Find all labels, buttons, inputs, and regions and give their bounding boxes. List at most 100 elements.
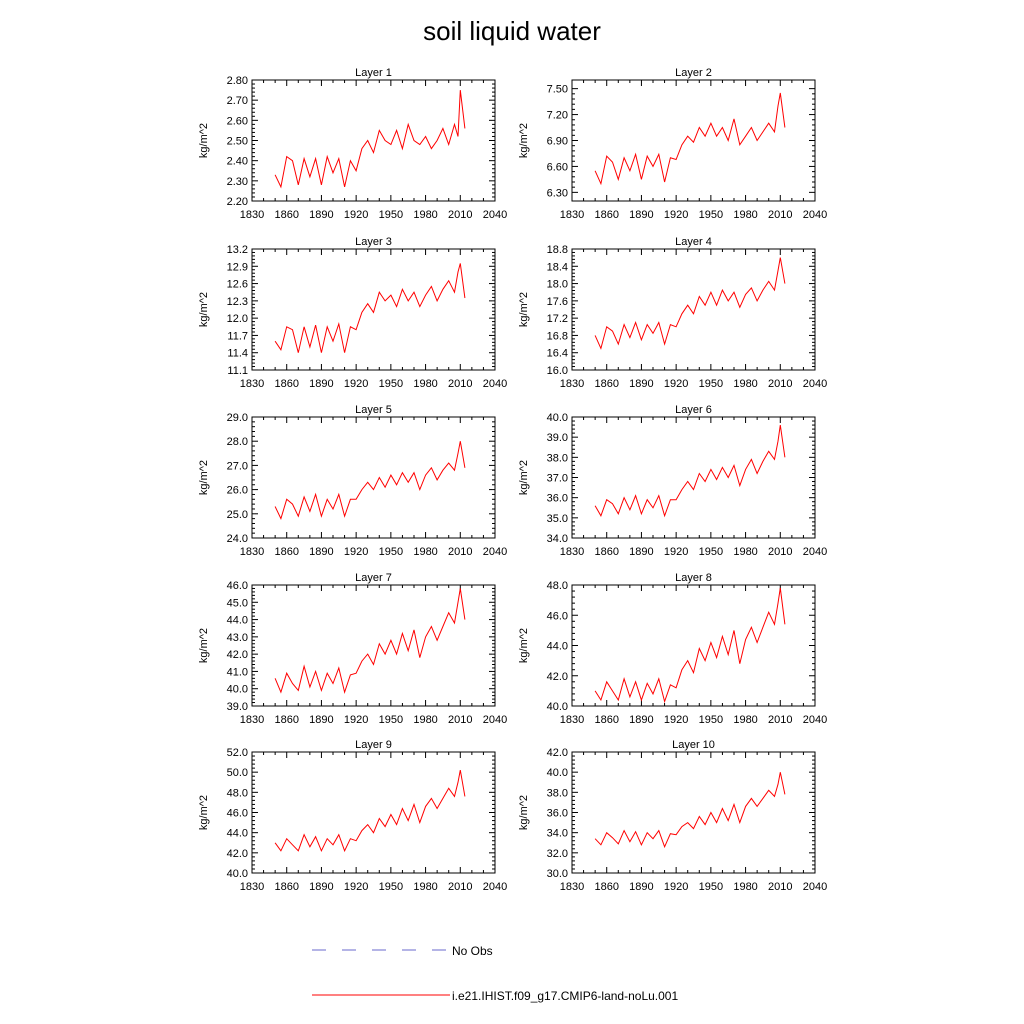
y-tick-label: 39.0 xyxy=(547,432,568,444)
x-tick-label: 1980 xyxy=(733,714,757,726)
x-tick-label: 1950 xyxy=(699,378,723,390)
x-tick-label: 2010 xyxy=(768,546,792,558)
y-tick-label: 48.0 xyxy=(547,580,568,592)
y-tick-label: 42.0 xyxy=(547,747,568,759)
y-tick-label: 25.0 xyxy=(227,509,248,521)
panel-title: Layer 6 xyxy=(675,404,712,416)
y-tick-label: 36.0 xyxy=(547,493,568,505)
y-tick-label: 52.0 xyxy=(227,747,248,759)
x-tick-label: 1980 xyxy=(413,209,437,221)
plot-frame xyxy=(251,79,496,202)
x-tick-label: 1920 xyxy=(664,546,688,558)
y-tick-label: 12.6 xyxy=(227,279,248,291)
x-tick-label: 1830 xyxy=(240,714,264,726)
y-axis-label: kg/m^2 xyxy=(198,795,210,830)
x-tick-label: 2010 xyxy=(448,881,472,893)
series-line xyxy=(274,770,466,853)
x-tick-label: 1890 xyxy=(309,714,333,726)
series-line xyxy=(274,263,466,353)
y-tick-label: 6.60 xyxy=(547,161,568,173)
panel-title: Layer 9 xyxy=(355,739,392,751)
y-tick-label: 27.0 xyxy=(227,460,248,472)
y-tick-label: 2.80 xyxy=(227,75,248,87)
y-tick-label: 12.9 xyxy=(227,261,248,273)
series-line xyxy=(594,587,786,704)
x-tick-label: 1950 xyxy=(699,714,723,726)
y-tick-label: 30.0 xyxy=(547,868,568,880)
y-tick-label: 16.8 xyxy=(547,330,568,342)
y-tick-label: 34.0 xyxy=(547,828,568,840)
y-tick-label: 46.0 xyxy=(227,808,248,820)
y-tick-label: 17.2 xyxy=(547,313,568,325)
x-tick-label: 1980 xyxy=(733,378,757,390)
x-tick-label: 1920 xyxy=(344,209,368,221)
x-tick-label: 1980 xyxy=(733,546,757,558)
y-axis-label: kg/m^2 xyxy=(518,292,530,327)
y-tick-label: 11.4 xyxy=(227,348,248,360)
y-tick-label: 16.0 xyxy=(547,365,568,377)
x-tick-label: 2040 xyxy=(803,881,827,893)
series-line xyxy=(594,425,786,518)
x-tick-label: 1860 xyxy=(274,881,298,893)
panel-title: Layer 2 xyxy=(675,67,712,79)
panel-title: Layer 1 xyxy=(355,67,392,79)
x-tick-label: 1950 xyxy=(379,881,403,893)
y-tick-label: 17.6 xyxy=(547,296,568,308)
x-tick-label: 1890 xyxy=(629,881,653,893)
x-tick-label: 1830 xyxy=(560,546,584,558)
series-line xyxy=(274,588,466,695)
y-tick-label: 7.50 xyxy=(547,84,568,96)
y-tick-label: 38.0 xyxy=(547,452,568,464)
panel-title: Layer 10 xyxy=(672,739,715,751)
plot-frame xyxy=(251,248,496,371)
y-tick-label: 35.0 xyxy=(547,513,568,525)
y-axis-label: kg/m^2 xyxy=(518,628,530,663)
y-tick-label: 50.0 xyxy=(227,767,248,779)
y-axis-label: kg/m^2 xyxy=(198,460,210,495)
y-tick-label: 40.0 xyxy=(547,701,568,713)
x-tick-label: 2010 xyxy=(448,714,472,726)
y-tick-label: 42.0 xyxy=(227,848,248,860)
x-tick-label: 1830 xyxy=(560,209,584,221)
x-tick-label: 1950 xyxy=(379,378,403,390)
y-tick-label: 45.0 xyxy=(227,597,248,609)
x-tick-label: 1860 xyxy=(594,209,618,221)
series-line xyxy=(274,90,466,189)
y-tick-label: 6.30 xyxy=(547,187,568,199)
x-tick-label: 1920 xyxy=(664,378,688,390)
y-tick-label: 42.0 xyxy=(227,649,248,661)
series-line xyxy=(594,92,786,186)
y-tick-label: 28.0 xyxy=(227,436,248,448)
plot-frame xyxy=(251,416,496,539)
x-tick-label: 1950 xyxy=(379,546,403,558)
x-tick-label: 1920 xyxy=(664,714,688,726)
x-tick-label: 1860 xyxy=(274,546,298,558)
series-line xyxy=(594,257,786,350)
series-line xyxy=(594,772,786,849)
x-tick-label: 2010 xyxy=(448,209,472,221)
y-tick-label: 11.7 xyxy=(227,330,248,342)
x-tick-label: 1920 xyxy=(664,209,688,221)
x-tick-label: 2040 xyxy=(803,209,827,221)
plot-frame xyxy=(571,751,816,874)
x-tick-label: 1860 xyxy=(274,714,298,726)
x-tick-label: 1830 xyxy=(560,881,584,893)
y-tick-label: 2.30 xyxy=(227,176,248,188)
y-tick-label: 12.3 xyxy=(227,296,248,308)
x-tick-label: 2040 xyxy=(483,378,507,390)
y-tick-label: 36.0 xyxy=(547,808,568,820)
x-tick-label: 1860 xyxy=(274,209,298,221)
panel-layer-3: Layer 3 kg/m^2 1830 1860 1890 1920 1950 1980 201… xyxy=(198,236,507,390)
y-tick-label: 46.0 xyxy=(547,610,568,622)
x-tick-label: 1920 xyxy=(344,546,368,558)
x-tick-label: 2040 xyxy=(483,881,507,893)
plot-frame xyxy=(251,751,496,874)
y-axis-label: kg/m^2 xyxy=(198,123,210,158)
y-tick-label: 29.0 xyxy=(227,412,248,424)
x-tick-label: 1950 xyxy=(699,546,723,558)
panel-title: Layer 4 xyxy=(675,236,712,248)
panel-title: Layer 8 xyxy=(675,572,712,584)
plot-frame xyxy=(251,584,496,707)
x-tick-label: 2010 xyxy=(448,378,472,390)
y-axis-label: kg/m^2 xyxy=(198,628,210,663)
